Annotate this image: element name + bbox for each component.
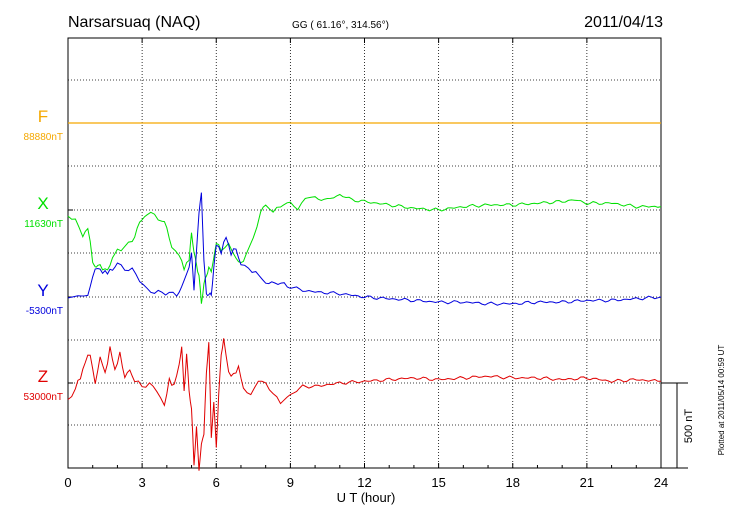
- channel-label-f: F: [38, 107, 48, 126]
- x-axis-ticks: 0 3 6 9 12 15 18 21 24: [64, 38, 668, 490]
- x-tick-label: 12: [357, 475, 371, 490]
- x-tick-label: 24: [654, 475, 668, 490]
- x-tick-label: 3: [139, 475, 146, 490]
- x-tick-label: 15: [431, 475, 445, 490]
- x-tick-label: 9: [287, 475, 294, 490]
- series-line-x: [67, 193, 662, 304]
- channel-label-y: Y: [37, 281, 48, 300]
- channel-baseline-z: 53000nT: [24, 392, 63, 403]
- scale-label: 500 nT: [683, 409, 695, 444]
- channel-baseline-f: 88880nT: [24, 132, 63, 143]
- channel-label-x: X: [37, 194, 48, 213]
- date-label: 2011/04/13: [584, 14, 663, 31]
- channel-label-z: Z: [38, 367, 48, 386]
- x-tick-label: 18: [506, 475, 520, 490]
- plotted-note: Plotted at 2011/05/14 00:59 UT: [717, 345, 726, 456]
- station-title: Narsarsuaq (NAQ): [68, 14, 200, 31]
- series-line-y: [67, 192, 662, 306]
- channel-baseline-y: -5300nT: [26, 306, 63, 317]
- coordinates-label: GG ( 61.16°, 314.56°): [292, 20, 389, 31]
- grid: [68, 38, 661, 468]
- series-lines: [67, 122, 662, 471]
- series-line-z: [67, 338, 661, 471]
- x-tick-label: 6: [213, 475, 220, 490]
- channel-labels: F 88880nT X 11630nT Y -5300nT Z 53000nT: [24, 107, 63, 403]
- x-tick-label: 21: [580, 475, 594, 490]
- channel-baseline-x: 11630nT: [24, 219, 63, 230]
- x-tick-label: 0: [64, 475, 71, 490]
- x-axis-label: U T (hour): [337, 490, 396, 505]
